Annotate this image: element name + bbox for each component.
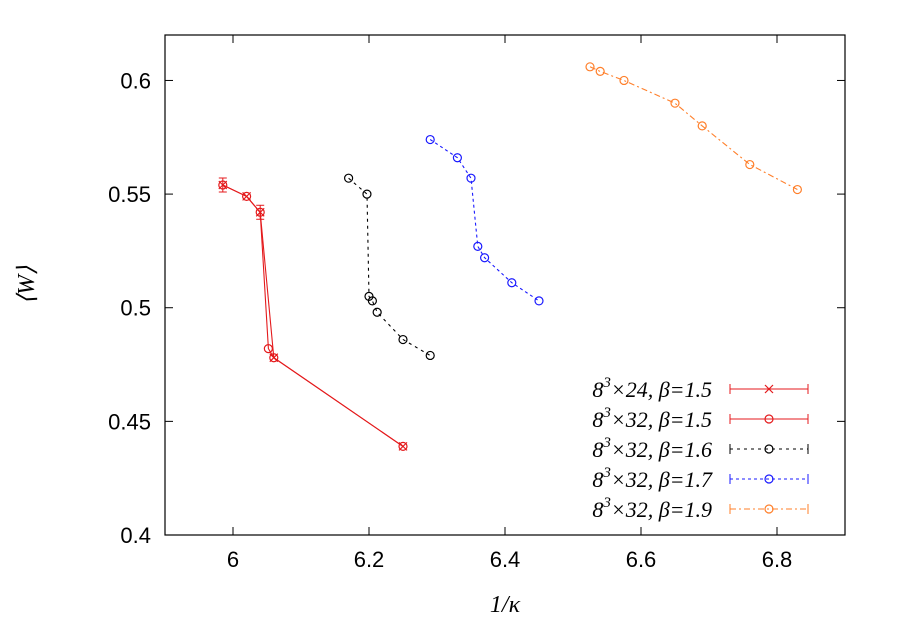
- plot-area: 6 6.2 6.4 6.6 6.8 0.4 0.45 0.5 0.55 0.6 1/κ ⟨W⟩: [14, 34, 846, 618]
- legend-marker: [764, 444, 774, 454]
- x-tick-label: 6.6: [626, 547, 657, 572]
- data-point: [466, 173, 476, 183]
- data-point: [595, 66, 605, 76]
- error-bar: [256, 204, 265, 220]
- data-point: [367, 296, 377, 306]
- data-point: [362, 189, 372, 199]
- data-point: [344, 173, 354, 183]
- data-point: [697, 121, 707, 131]
- y-tick-label: 0.45: [108, 409, 151, 434]
- y-axis-label: ⟨W⟩: [14, 265, 40, 304]
- legend-label: 83×24, β=1.5: [592, 375, 712, 402]
- data-point: [619, 75, 629, 86]
- data-point: [473, 241, 483, 251]
- series-line: [348, 177, 431, 356]
- data-point: [269, 353, 279, 363]
- x-tick-label: 6: [227, 547, 239, 572]
- data-point: [534, 296, 544, 306]
- legend-marker: [764, 384, 774, 394]
- legend-entry-1: 83×32, β=1.5: [592, 405, 809, 432]
- data-point: [242, 191, 252, 201]
- x-tick-label: 6.4: [490, 547, 521, 572]
- data-point: [480, 253, 490, 263]
- y-tick-label: 0.6: [120, 68, 151, 93]
- series-2: [344, 173, 435, 361]
- data-point: [425, 134, 435, 145]
- data-point: [452, 153, 462, 163]
- data-point: [792, 184, 803, 195]
- series-1: [218, 180, 408, 451]
- legend-marker: [764, 414, 774, 424]
- legend-label: 83×32, β=1.5: [592, 405, 712, 432]
- x-tick-label: 6.2: [354, 547, 385, 572]
- x-axis-label: 1/κ: [490, 592, 521, 618]
- data-point: [398, 334, 408, 345]
- series-line: [429, 139, 540, 302]
- data-point: [398, 441, 408, 451]
- y-tick-label: 0.5: [120, 296, 151, 321]
- series-3: [425, 134, 544, 306]
- data-point: [263, 344, 273, 354]
- y-tick-label: 0.4: [120, 523, 151, 548]
- data-point: [745, 159, 755, 170]
- legend-entry-3: 83×32, β=1.7: [592, 465, 809, 492]
- error-bar: [218, 177, 227, 193]
- marker-stroke: [764, 384, 774, 394]
- y-tick-label: 0.55: [108, 182, 151, 207]
- x-tick-label: 6.8: [762, 547, 793, 572]
- data-point: [425, 350, 435, 361]
- series-4: [585, 62, 803, 195]
- series-line: [589, 66, 798, 190]
- legend-label: 83×32, β=1.9: [592, 495, 712, 522]
- data-point: [585, 62, 595, 72]
- legend-entry-2: 83×32, β=1.6: [592, 435, 809, 462]
- legend-marker: [764, 504, 774, 514]
- legend-entry-0: 83×24, β=1.5: [592, 375, 809, 402]
- legend-entry-4: 83×32, β=1.9: [592, 495, 809, 522]
- legend-label: 83×32, β=1.7: [592, 465, 713, 492]
- legend-label: 83×32, β=1.6: [592, 435, 712, 462]
- data-point: [507, 278, 517, 288]
- data-point: [372, 307, 382, 317]
- legend: 83×24, β=1.5 83×32, β=1.5 83×32, β=1.6 83×3…: [592, 375, 809, 522]
- legend-marker: [764, 474, 774, 484]
- data-point: [670, 98, 680, 108]
